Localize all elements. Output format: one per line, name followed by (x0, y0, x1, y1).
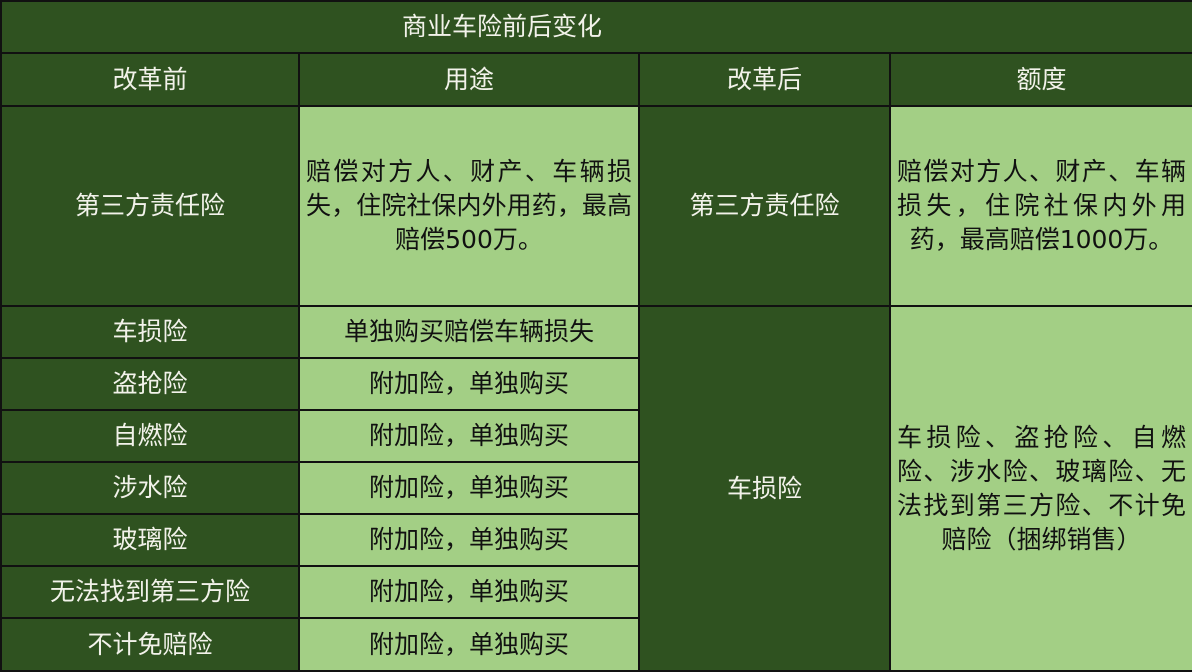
header-amount: 额度 (888, 52, 1192, 107)
row-before: 涉水险 (0, 461, 300, 515)
third-party-after: 第三方责任险 (638, 105, 891, 307)
row-usage: 附加险，单独购买 (298, 565, 640, 619)
row-usage: 单独购买赔偿车辆损失 (298, 305, 640, 359)
row-before: 不计免赔险 (0, 617, 300, 672)
row-before: 车损险 (0, 305, 300, 359)
row-before: 自燃险 (0, 409, 300, 463)
row-before: 玻璃险 (0, 513, 300, 567)
header-usage: 用途 (298, 52, 640, 107)
merged-after: 车损险 (638, 305, 891, 672)
table-title: 商业车险前后变化 (0, 0, 1192, 54)
row-usage: 附加险，单独购买 (298, 409, 640, 463)
header-before: 改革前 (0, 52, 300, 107)
row-usage: 附加险，单独购买 (298, 461, 640, 515)
third-party-usage: 赔偿对方人、财产、车辆损失，住院社保内外用药，最高赔偿500万。 (298, 105, 640, 307)
row-usage: 附加险，单独购买 (298, 513, 640, 567)
row-usage: 附加险，单独购买 (298, 357, 640, 411)
third-party-amount: 赔偿对方人、财产、车辆损失，住院社保内外用药，最高赔偿1000万。 (888, 105, 1192, 307)
third-party-before: 第三方责任险 (0, 105, 300, 307)
row-before: 无法找到第三方险 (0, 565, 300, 619)
merged-amount: 车损险、盗抢险、自燃险、涉水险、玻璃险、无法找到第三方险、不计免赔险（捆绑销售） (888, 305, 1192, 672)
row-before: 盗抢险 (0, 357, 300, 411)
row-usage: 附加险，单独购买 (298, 617, 640, 672)
header-after: 改革后 (638, 52, 891, 107)
